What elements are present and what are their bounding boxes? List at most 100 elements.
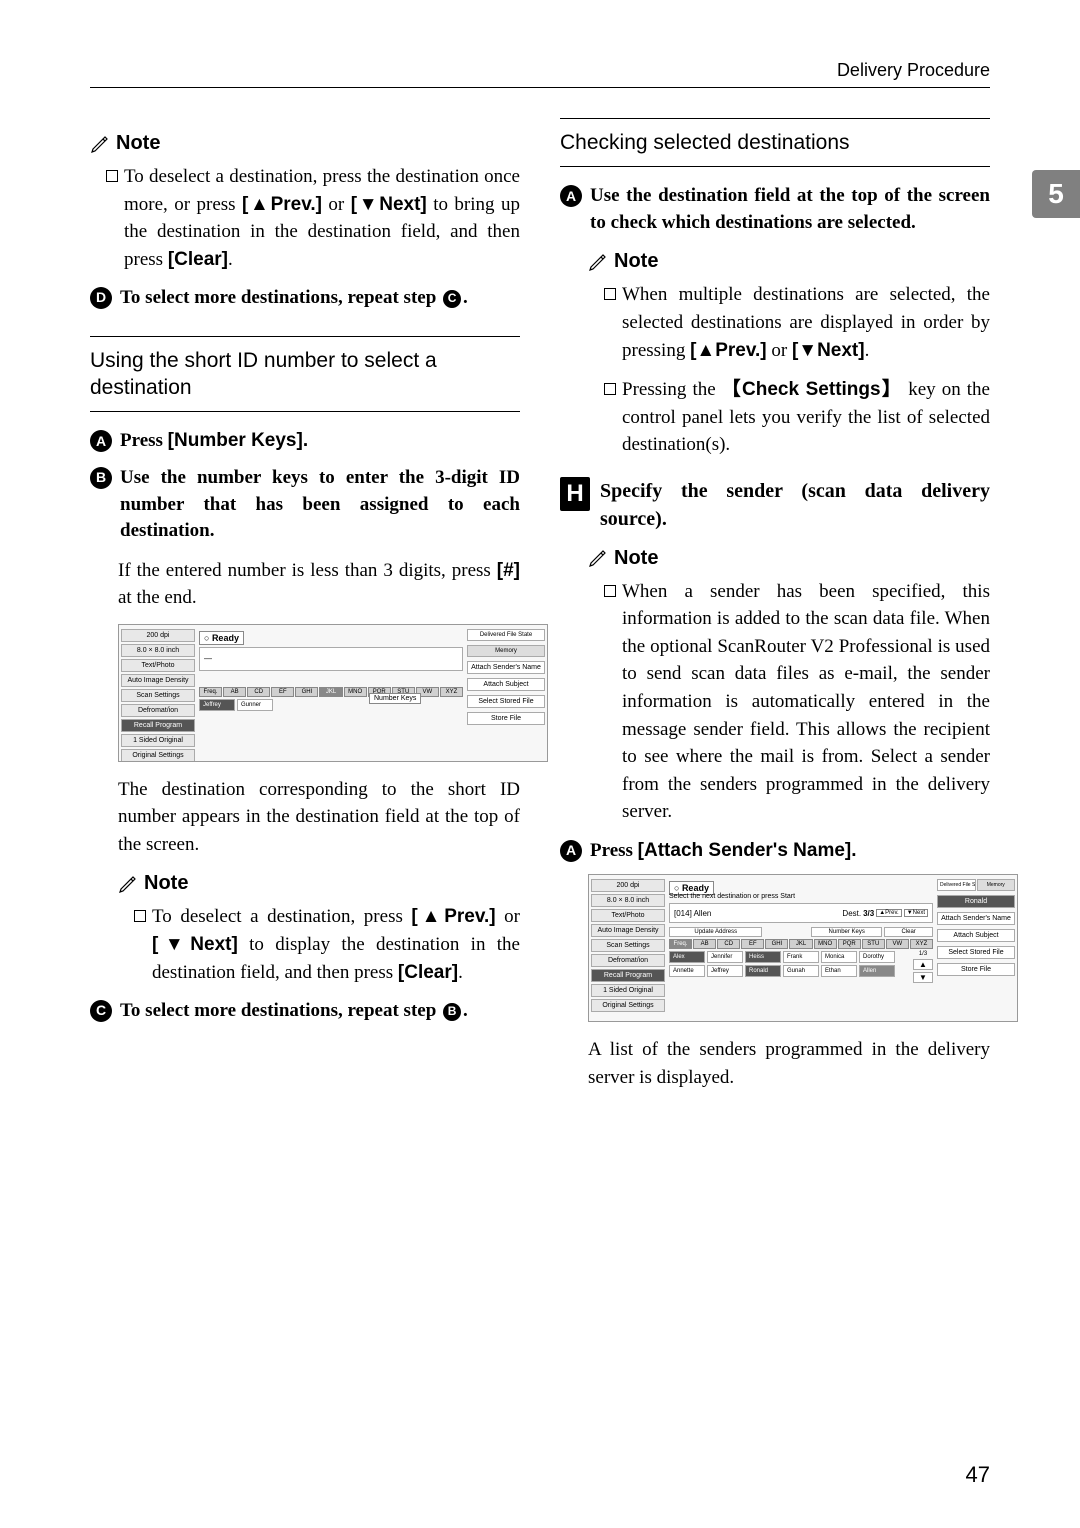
ss-right-btn[interactable]: Attach Sender's Name (467, 661, 545, 674)
ss-chip[interactable]: Jeffrey (707, 965, 743, 977)
text: or (322, 194, 351, 215)
step-text: Press [Number Keys]. (120, 428, 520, 455)
ss-right-btn[interactable]: Select Stored File (467, 695, 545, 708)
ss-right-btn[interactable]: Attach Subject (937, 929, 1015, 942)
ss-chip[interactable]: Jennifer (707, 951, 743, 963)
ss-up-button[interactable]: ▲ (913, 959, 933, 970)
ss-right-btn[interactable]: Ronald (937, 895, 1015, 908)
ss-side-btn[interactable]: Original Settings (121, 749, 195, 762)
ss-down-button[interactable]: ▼ (913, 972, 933, 983)
ss-side-btn[interactable]: Scan Settings (591, 939, 665, 952)
ss-next-button[interactable]: ▼Next (904, 909, 928, 917)
box-bullet-icon (604, 383, 616, 395)
ss-side-btn[interactable]: Auto Image Density (121, 674, 195, 687)
step-number-icon: A (560, 185, 582, 207)
ss-dest-count: 3/3 (863, 909, 874, 918)
ss-side-btn[interactable]: Recall Program (591, 969, 665, 982)
ss-dest-chips: Jeffrey Gunner (199, 699, 463, 711)
ss-tab[interactable]: PQR (838, 939, 861, 949)
ss-side-btn[interactable]: 200 dpi (121, 629, 195, 642)
ref-step-icon: B (443, 1003, 461, 1021)
note-heading: Note (588, 547, 990, 570)
ss-side-btn[interactable]: Text/Photo (121, 659, 195, 672)
ss-chip[interactable]: Ronald (745, 965, 781, 977)
ss-dest-field[interactable]: [014] Allen Dest. 3/3 ▲Prev. ▼Next (669, 903, 933, 923)
ss-right-btn[interactable]: Store File (937, 963, 1015, 976)
ss-side-btn[interactable]: 1 Sided Original (121, 734, 195, 747)
ss-numkeys-button[interactable]: Number Keys (811, 927, 882, 937)
ss-prev-button[interactable]: ▲Prev. (876, 909, 902, 917)
note-body: When multiple destinations are selected,… (588, 281, 990, 364)
ss-number-keys-tab[interactable]: Number Keys (369, 693, 421, 704)
ss-right-btn[interactable]: Memory (467, 645, 545, 657)
ss-tab[interactable]: CD (717, 939, 740, 949)
ss-tab[interactable]: GHI (295, 687, 318, 697)
rule (90, 336, 520, 337)
step-text: Use the destination field at the top of … (590, 183, 990, 236)
pencil-icon (90, 134, 110, 154)
ss-right-btn[interactable]: Store File (467, 712, 545, 725)
ss-tab[interactable]: GHI (765, 939, 788, 949)
ss-tab[interactable]: EF (271, 687, 294, 697)
text: [014] (674, 909, 692, 918)
ss-side-btn[interactable]: 1 Sided Original (591, 984, 665, 997)
step-number-icon: H (560, 477, 590, 511)
ss-tab[interactable]: EF (741, 939, 764, 949)
ss-update-button[interactable]: Update Address (669, 927, 762, 937)
ss-right-btn[interactable]: Delivered File State (467, 629, 545, 641)
step-attach-sender: A Press [Attach Sender's Name]. (560, 838, 990, 865)
ss-chip[interactable]: Heiss (745, 951, 781, 963)
ss-tab[interactable]: Freq. (669, 939, 692, 949)
ss-tab[interactable]: AB (693, 939, 716, 949)
ss-right-btn[interactable]: Attach Subject (467, 678, 545, 691)
ss-tab[interactable]: MNO (814, 939, 837, 949)
ss-tab[interactable]: Freq. (199, 687, 222, 697)
ss-tab[interactable]: XYZ (440, 687, 463, 697)
ss-chip[interactable]: Gunner (237, 699, 273, 711)
ss-right-btn[interactable]: Delivered File State (937, 879, 976, 891)
ss-side-btn[interactable]: Text/Photo (591, 909, 665, 922)
ss-side-btn[interactable]: Recall Program (121, 719, 195, 732)
ss-chip[interactable]: Alex (669, 951, 705, 963)
ss-tab[interactable]: STU (862, 939, 885, 949)
ss-side-btn[interactable]: 8.0 × 8.0 inch (121, 644, 195, 657)
ss-tab[interactable]: XYZ (910, 939, 933, 949)
ss-side-btn[interactable]: Original Settings (591, 999, 665, 1012)
ss-tab[interactable]: CD (247, 687, 270, 697)
ss-side-btn[interactable]: Defromat/ion (121, 704, 195, 717)
ss-chip[interactable]: Allen (859, 965, 895, 977)
ss-side-btn[interactable]: Scan Settings (121, 689, 195, 702)
ss-right-btn[interactable]: Memory (977, 879, 1016, 891)
ss-tab[interactable]: JKL (319, 687, 342, 697)
next-key: [▼Next] (152, 934, 238, 955)
ss-chip[interactable]: Jeffrey (199, 699, 235, 711)
ss-tab[interactable]: VW (886, 939, 909, 949)
main-step-h: H Specify the sender (scan data delivery… (560, 477, 990, 533)
hash-key: [#] (497, 560, 520, 581)
ss-side-btn[interactable]: Defromat/ion (591, 954, 665, 967)
step-text: Specify the sender (scan data delivery s… (600, 477, 990, 533)
ss-tab[interactable]: JKL (789, 939, 812, 949)
ss-chip[interactable]: Gunah (783, 965, 819, 977)
ss-alpha-tabs: Freq. AB CD EF GHI JKL MNO PQR STU VW XY… (199, 687, 463, 697)
ss-side-btn[interactable]: 200 dpi (591, 879, 665, 892)
ss-tab[interactable]: AB (223, 687, 246, 697)
ss-chip[interactable]: Monica (821, 951, 857, 963)
step-text: To select more destinations, repeat step… (120, 998, 520, 1025)
ss-tab[interactable]: MNO (344, 687, 367, 697)
ss-dest-field[interactable]: — (199, 647, 463, 671)
ss-right-btn[interactable]: Select Stored File (937, 946, 1015, 959)
text: To select more destinations, repeat step (120, 1000, 441, 1021)
ss-chip[interactable]: Frank (783, 951, 819, 963)
ss-rightbar: Delivered File State Memory Ronald Attac… (937, 879, 1015, 980)
ss-chip[interactable]: Dorothy (859, 951, 895, 963)
ss-right-btn[interactable]: Attach Sender's Name (937, 912, 1015, 925)
ss-side-btn[interactable]: Auto Image Density (591, 924, 665, 937)
right-column: Checking selected destinations A Use the… (560, 118, 990, 1103)
text: . (463, 1000, 468, 1021)
note-label: Note (614, 250, 658, 273)
ss-clear-button[interactable]: Clear (884, 927, 933, 937)
ss-chip[interactable]: Ethan (821, 965, 857, 977)
ss-side-btn[interactable]: 8.0 × 8.0 inch (591, 894, 665, 907)
ss-chip[interactable]: Annette (669, 965, 705, 977)
